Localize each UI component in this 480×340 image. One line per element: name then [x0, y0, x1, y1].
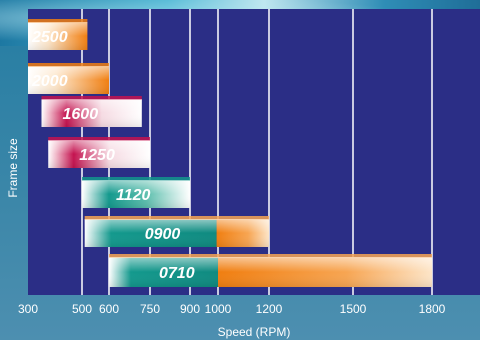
bar-rim-2500	[28, 19, 88, 23]
bar-1250: 1250	[48, 137, 150, 168]
bar-rim-1250	[48, 137, 150, 141]
bar-label-2500: 2500	[31, 29, 68, 46]
bar-rim-1120	[82, 177, 190, 181]
bar-gloss-2500	[28, 22, 88, 50]
bar-label-0710: 0710	[159, 265, 195, 282]
bar-rim-0710	[109, 254, 432, 258]
bar-label-1250: 1250	[79, 147, 115, 164]
x-tick-750: 750	[140, 302, 160, 316]
x-tick-1500: 1500	[340, 302, 367, 316]
x-tick-1800: 1800	[419, 302, 446, 316]
x-tick-1000: 1000	[205, 302, 232, 316]
x-axis-title: Speed (RPM)	[218, 325, 291, 339]
bar-gloss-2000	[28, 66, 109, 94]
x-tick-600: 600	[99, 302, 119, 316]
bar-gloss-0710	[109, 257, 432, 287]
bar-2000: 2000	[28, 63, 109, 94]
bar-rim-1600	[41, 96, 142, 100]
x-tick-1200: 1200	[256, 302, 283, 316]
bar-label-0900: 0900	[145, 226, 181, 243]
bar-gloss-1120	[82, 180, 190, 208]
bar-0900: 0900	[84, 216, 269, 247]
bar-label-1600: 1600	[63, 106, 99, 123]
bars: 2500 2000 1600 1250 1120 0900 0710	[28, 19, 432, 287]
y-axis-title: Frame size	[6, 138, 20, 198]
bar-0710: 0710	[109, 254, 432, 287]
bar-gloss-1600	[41, 99, 142, 127]
bar-label-2000: 2000	[31, 73, 68, 90]
bar-gloss-1250	[48, 140, 150, 168]
bar-1120: 1120	[82, 177, 190, 208]
bar-rim-2000	[28, 63, 109, 67]
bar-gloss-0900	[84, 219, 269, 247]
x-tick-300: 300	[18, 302, 38, 316]
bar-1600: 1600	[41, 96, 142, 127]
bar-label-1120: 1120	[116, 187, 151, 204]
x-tick-labels: 300 500 600 750 900 1000 1200 1500 1800	[18, 302, 446, 316]
x-tick-500: 500	[72, 302, 92, 316]
x-tick-900: 900	[180, 302, 200, 316]
bar-2500: 2500	[28, 19, 88, 50]
bar-rim-0900	[84, 216, 269, 220]
